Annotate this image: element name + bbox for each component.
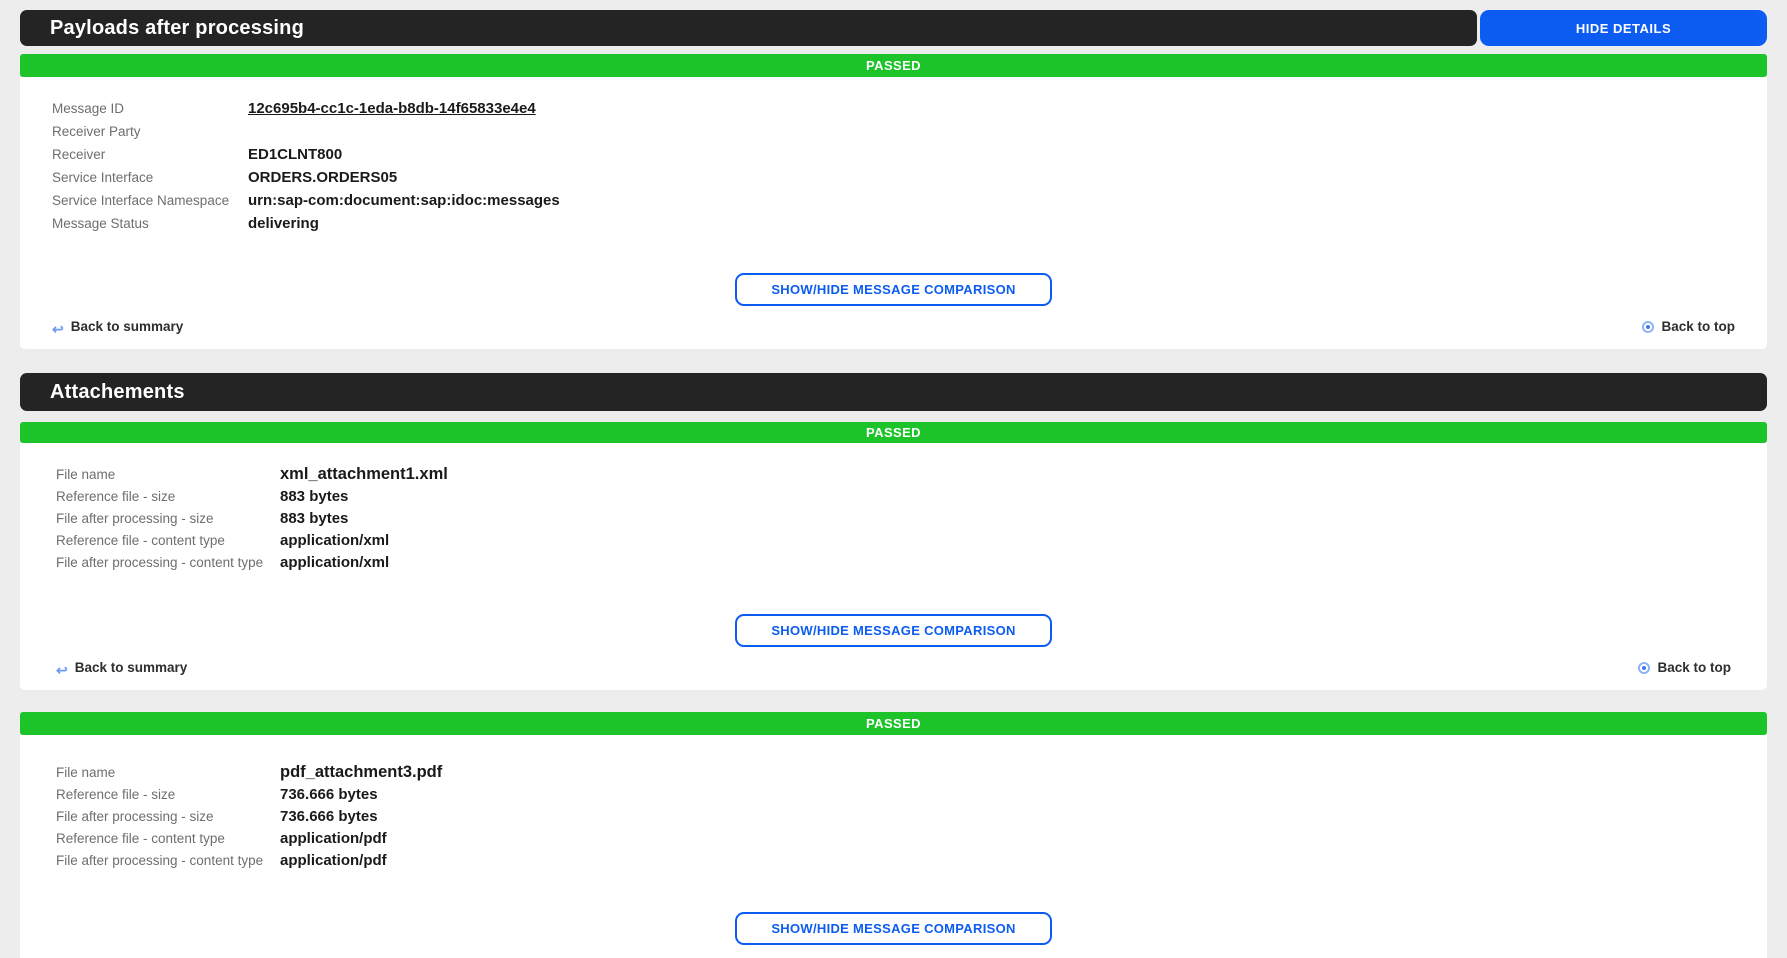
status-badge: PASSED (866, 716, 921, 731)
back-to-top-label: Back to top (1661, 319, 1735, 334)
field-row: Reference file - size 883 bytes (56, 486, 1731, 508)
field-value: application/xml (280, 532, 390, 549)
section-attachment-pdf: PASSED File name pdf_attachment3.pdf Ref… (20, 712, 1767, 958)
field-label: Reference file - content type (56, 533, 225, 548)
back-to-summary-label: Back to summary (70, 319, 184, 334)
show-hide-comparison-button[interactable]: SHOW/HIDE MESSAGE COMPARISON (735, 912, 1052, 945)
circle-up-icon (1642, 320, 1655, 333)
back-to-summary-link[interactable]: ↩ Back to summary (52, 319, 184, 337)
field-label: File name (56, 765, 116, 780)
field-row: Service Interface Namespace urn:sap-com:… (52, 189, 1735, 212)
hide-details-button[interactable]: HIDE DETAILS (1480, 10, 1767, 46)
field-value: ED1CLNT800 (248, 146, 343, 163)
status-banner-attachment-1: PASSED (20, 422, 1767, 443)
back-to-summary-link[interactable]: ↩ Back to summary (56, 660, 188, 678)
message-id-link[interactable]: 12c695b4-cc1c-1eda-b8db-14f65833e4e4 (248, 100, 536, 117)
comparison-button-row: SHOW/HIDE MESSAGE COMPARISON (52, 273, 1735, 306)
field-label: Receiver Party (52, 124, 141, 139)
field-value: urn:sap-com:document:sap:idoc:messages (248, 192, 560, 209)
field-label: File after processing - content type (56, 853, 264, 868)
back-to-top-label: Back to top (1657, 660, 1731, 675)
payloads-header-bar: Payloads after processing (20, 10, 1477, 46)
payloads-card: Message ID 12c695b4-cc1c-1eda-b8db-14f65… (20, 77, 1767, 349)
show-hide-comparison-button[interactable]: SHOW/HIDE MESSAGE COMPARISON (735, 273, 1052, 306)
field-value: application/xml (280, 554, 390, 571)
payloads-card-footer: ↩ Back to summary Back to top (52, 318, 1735, 337)
field-row: File after processing - size 883 bytes (56, 508, 1731, 530)
status-badge: PASSED (866, 425, 921, 440)
field-row: File after processing - content type app… (56, 850, 1731, 872)
show-hide-comparison-button[interactable]: SHOW/HIDE MESSAGE COMPARISON (735, 614, 1052, 647)
attachment-1-card-footer: ↩ Back to summary Back to top (56, 659, 1731, 678)
field-row: Message Status delivering (52, 212, 1735, 235)
field-row: Service Interface ORDERS.ORDERS05 (52, 166, 1735, 189)
field-label: Service Interface (52, 170, 154, 185)
back-to-top-link[interactable]: Back to top (1642, 319, 1735, 334)
field-row: File after processing - content type app… (56, 552, 1731, 574)
section-payloads: Payloads after processing HIDE DETAILS P… (20, 10, 1767, 349)
field-label: File name (56, 467, 116, 482)
status-banner-payloads: PASSED (20, 54, 1767, 77)
field-value: delivering (248, 215, 319, 232)
field-value: 736.666 bytes (280, 786, 378, 803)
field-row: File after processing - size 736.666 byt… (56, 806, 1731, 828)
field-label: Service Interface Namespace (52, 193, 230, 208)
field-value: 736.666 bytes (280, 808, 378, 825)
field-label: Receiver (52, 147, 106, 162)
field-value: ORDERS.ORDERS05 (248, 169, 398, 186)
field-row: Reference file - content type applicatio… (56, 828, 1731, 850)
attachments-header-bar: Attachements (20, 373, 1767, 411)
back-to-top-link[interactable]: Back to top (1638, 660, 1731, 675)
comparison-button-row: SHOW/HIDE MESSAGE COMPARISON (56, 614, 1731, 647)
field-label: File after processing - size (56, 511, 214, 526)
section-title-payloads: Payloads after processing (50, 16, 304, 39)
field-row: Message ID 12c695b4-cc1c-1eda-b8db-14f65… (52, 97, 1735, 120)
field-value: 883 bytes (280, 510, 349, 527)
attachment-card-pdf: File name pdf_attachment3.pdf Reference … (20, 735, 1767, 958)
field-label: Message Status (52, 216, 149, 231)
field-value: application/pdf (280, 830, 387, 847)
section-title-attachments: Attachements (50, 380, 185, 403)
field-label: File after processing - content type (56, 555, 264, 570)
field-label: Message ID (52, 101, 125, 116)
field-label: Reference file - content type (56, 831, 225, 846)
comparison-button-row: SHOW/HIDE MESSAGE COMPARISON (56, 912, 1731, 945)
status-banner-attachment-2: PASSED (20, 712, 1767, 735)
circle-up-icon (1638, 661, 1651, 674)
return-arrow-icon: ↩ (52, 320, 64, 337)
return-arrow-icon: ↩ (56, 661, 68, 678)
field-value: application/pdf (280, 852, 387, 869)
field-row: File name xml_attachment1.xml (56, 463, 1731, 486)
field-row: Receiver ED1CLNT800 (52, 143, 1735, 166)
file-name-value: xml_attachment1.xml (280, 465, 448, 483)
status-badge: PASSED (866, 58, 921, 73)
report-page: Payloads after processing HIDE DETAILS P… (20, 10, 1767, 958)
field-row: Receiver Party (52, 120, 1735, 143)
section-attachments: Attachements PASSED File name xml_attach… (20, 373, 1767, 690)
field-row: Reference file - content type applicatio… (56, 530, 1731, 552)
field-label: File after processing - size (56, 809, 214, 824)
field-row: Reference file - size 736.666 bytes (56, 784, 1731, 806)
attachment-card-xml: File name xml_attachment1.xml Reference … (20, 443, 1767, 690)
field-label: Reference file - size (56, 489, 176, 504)
field-value: 883 bytes (280, 488, 349, 505)
field-row: File name pdf_attachment3.pdf (56, 761, 1731, 784)
file-name-value: pdf_attachment3.pdf (280, 763, 443, 781)
payloads-header-row: Payloads after processing HIDE DETAILS (20, 10, 1767, 46)
back-to-summary-label: Back to summary (74, 660, 188, 675)
field-label: Reference file - size (56, 787, 176, 802)
